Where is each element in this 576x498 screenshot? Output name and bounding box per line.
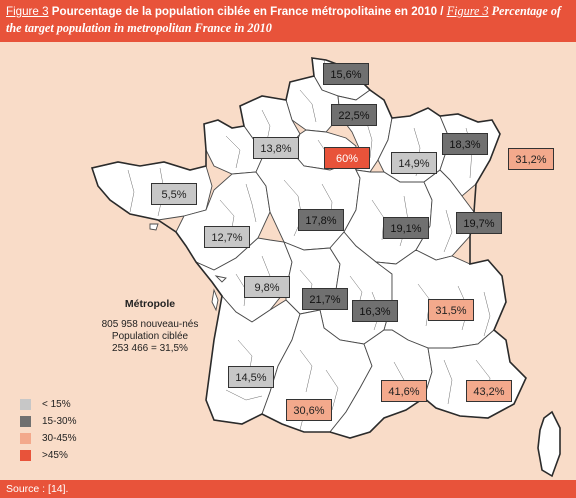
legend-swatch-30-45: [20, 433, 31, 444]
legend-item-lt15: < 15%: [20, 396, 76, 413]
badge-ile-de-france: 60%: [324, 147, 370, 169]
corse-outline: [537, 410, 561, 478]
legend-item-30-45: 30-45%: [20, 430, 76, 447]
badge-centre: 17,8%: [298, 209, 344, 231]
figure-title-en-text: Percentage of the target population in m…: [6, 4, 561, 35]
legend-swatch-lt15: [20, 399, 31, 410]
metropole-target-label: Population ciblée: [111, 331, 189, 342]
badge-nord-est: 18,3%: [442, 133, 488, 155]
figure-title-en: Figure 3 Percentage of the target popula…: [6, 4, 561, 35]
badge-picardie: 15,6%: [323, 63, 369, 85]
badge-limousin: 21,7%: [302, 288, 348, 310]
region-fcomte-shape: [415, 169, 475, 261]
island-oleron: [211, 288, 219, 312]
badge-auvergne: 16,3%: [352, 300, 398, 322]
metropole-summary: Métropole 805 958 nouveau-nés Population…: [86, 298, 214, 355]
legend-label-gt45: >45%: [42, 449, 68, 461]
badge-champagne: 22,5%: [331, 104, 377, 126]
badge-midi-pyrenees: 30,6%: [286, 399, 332, 421]
legend-label-lt15: < 15%: [42, 398, 71, 410]
metropole-title: Métropole: [124, 298, 176, 310]
legend-swatch-15-30: [20, 416, 31, 427]
badge-alsace: 31,2%: [508, 148, 554, 170]
legend-label-15-30: 15-30%: [42, 415, 77, 427]
island-belle-ile: [149, 223, 159, 231]
badge-haute-normandie: 13,8%: [253, 137, 299, 159]
badge-aquitaine: 14,5%: [228, 366, 274, 388]
legend-item-15-30: 15-30%: [20, 413, 76, 430]
badge-languedoc: 41,6%: [381, 380, 427, 402]
badge-pays-de-la-loire: 12,7%: [204, 226, 250, 248]
legend-swatch-gt45: [20, 450, 31, 461]
legend-item-gt45: >45%: [20, 447, 76, 464]
badge-bretagne: 5,5%: [151, 183, 197, 205]
france-outline: [90, 57, 527, 439]
island-re: [214, 275, 227, 283]
figure-label-en: Figure 3: [446, 4, 489, 18]
figure-title-fr: Figure 3 Pourcentage de la population ci…: [6, 5, 447, 18]
badge-bourgogne: 19,1%: [383, 217, 429, 239]
badge-franche-comte: 19,7%: [456, 212, 502, 234]
legend: < 15% 15-30% 30-45% >45%: [20, 396, 76, 464]
metropole-target-value: 253 466 = 31,5%: [112, 343, 188, 354]
legend-label-30-45: 30-45%: [42, 432, 77, 444]
figure-title-fr-text: Pourcentage de la population ciblée en F…: [48, 5, 447, 18]
figure-label-fr: Figure 3: [6, 5, 49, 18]
badge-paca: 43,2%: [466, 380, 512, 402]
metropole-births: 805 958 nouveau-nés: [101, 319, 199, 330]
source-footer: Source : [14].: [0, 480, 576, 498]
badge-rhone-alpes: 31,5%: [428, 299, 474, 321]
badge-lorraine: 14,9%: [391, 152, 437, 174]
figure-header: Figure 3 Pourcentage de la population ci…: [0, 0, 576, 42]
badge-poitou-charentes: 9,8%: [244, 276, 290, 298]
